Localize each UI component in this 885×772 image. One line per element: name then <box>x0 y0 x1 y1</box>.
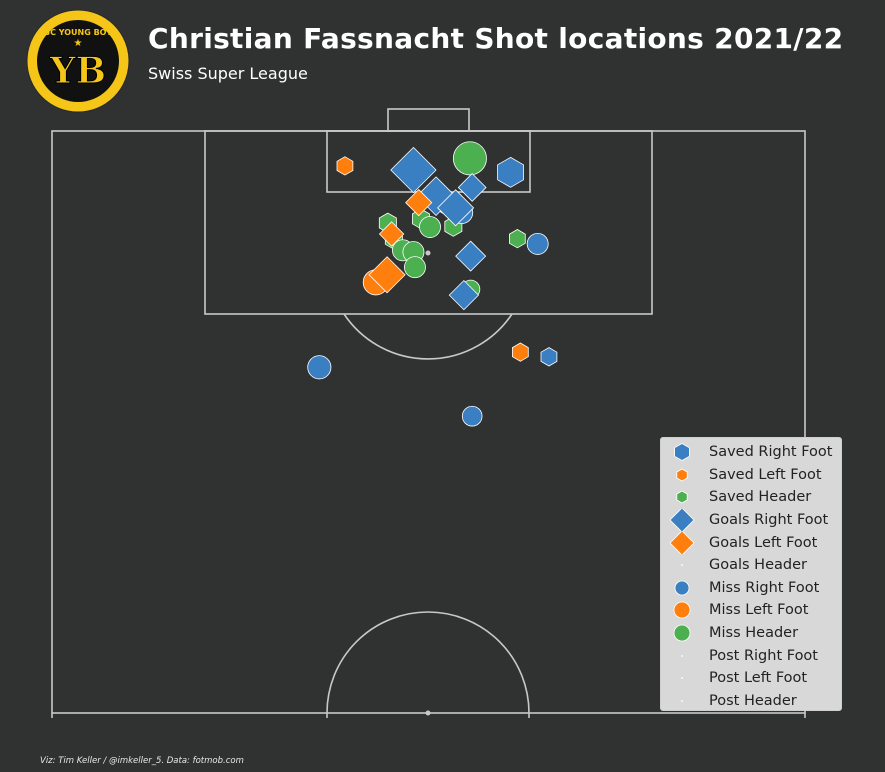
logo-monogram: YB <box>49 50 106 92</box>
shot-miss-header <box>404 256 426 279</box>
legend-marker <box>676 491 688 504</box>
legend-item: Saved Right Foot <box>661 441 841 464</box>
shot-goals-right-foot <box>455 240 487 272</box>
legend-label: Miss Right Foot <box>709 579 820 596</box>
shot-miss-header <box>419 216 441 238</box>
club-logo: BSC YOUNG BOYS ★ YB 1898 <box>26 9 130 113</box>
penalty-spot <box>425 250 431 256</box>
legend-marker-hexagon <box>674 443 690 462</box>
legend-label: Post Header <box>709 692 797 709</box>
legend-label: Saved Header <box>709 489 812 506</box>
six-yard-box <box>326 130 531 193</box>
shot-goals-right-foot <box>437 189 475 227</box>
legend-label: Miss Header <box>709 625 799 642</box>
legend-marker <box>669 531 695 554</box>
credit: Viz: Tim Keller / @imkeller_5. Data: fot… <box>40 756 244 766</box>
legend-label: Post Right Foot <box>709 647 818 664</box>
legend-marker-hexagon <box>676 491 688 504</box>
legend-marker-circle <box>674 580 690 596</box>
shot-goals-right-foot <box>448 279 480 311</box>
shot-goals-left-foot <box>368 256 406 294</box>
legend-marker-dot <box>681 654 683 657</box>
legend-marker-diamond <box>669 509 695 532</box>
legend-item: Goals Right Foot <box>661 509 841 532</box>
shot-saved-right-foot <box>497 156 524 188</box>
legend-marker <box>669 509 695 532</box>
shots-layer <box>307 141 558 427</box>
logo-inner-disc <box>37 20 119 102</box>
legend-marker <box>676 468 688 482</box>
legend-label: Goals Left Foot <box>709 534 818 551</box>
legend-label: Saved Right Foot <box>709 444 833 461</box>
legend-label: Goals Right Foot <box>709 512 829 529</box>
legend-label: Post Left Foot <box>709 670 808 687</box>
legend-label: Saved Left Foot <box>709 466 822 483</box>
legend-marker <box>681 654 683 657</box>
legend-item: Miss Right Foot <box>661 577 841 600</box>
legend-item: Post Left Foot <box>661 667 841 690</box>
legend-item: Post Right Foot <box>661 644 841 667</box>
legend-label: Goals Header <box>709 557 807 574</box>
legend-label: Miss Left Foot <box>709 602 809 619</box>
legend-item: Saved Header <box>661 486 841 509</box>
legend-marker-dot <box>681 564 683 567</box>
legend-marker <box>674 580 690 596</box>
shot-saved-left-foot <box>512 342 529 362</box>
legend-marker-diamond <box>669 531 695 554</box>
shot-miss-right-foot <box>461 405 483 427</box>
shot-miss-header <box>452 141 487 176</box>
shot-saved-left-foot <box>336 156 354 176</box>
shot-goals-left-foot <box>378 221 405 247</box>
legend-marker <box>674 443 690 462</box>
legend-marker-circle <box>673 624 691 642</box>
legend-item: Miss Left Foot <box>661 599 841 622</box>
shot-goals-right-foot <box>390 146 437 194</box>
shot-goals-right-foot <box>457 173 487 202</box>
shot-miss-right-foot <box>307 355 332 380</box>
legend-item: Goals Left Foot <box>661 531 841 554</box>
centre-spot <box>425 710 431 716</box>
logo-star-icon: ★ <box>74 38 83 49</box>
legend-marker <box>681 677 683 680</box>
legend: Saved Right Foot Saved Left Foot Saved Hea… <box>660 437 842 711</box>
logo-top-text: BSC YOUNG BOYS <box>38 28 118 37</box>
shot-saved-header <box>508 229 526 249</box>
shot-saved-right-foot <box>540 347 558 367</box>
legend-item: Goals Header <box>661 554 841 577</box>
legend-item: Post Header <box>661 690 841 713</box>
legend-marker <box>673 624 691 642</box>
chart-title: Christian Fassnacht Shot locations 2021/… <box>148 22 844 55</box>
chart-subtitle: Swiss Super League <box>148 64 308 83</box>
penalty-arc <box>343 313 513 360</box>
legend-item: Saved Left Foot <box>661 464 841 487</box>
legend-marker <box>681 564 683 567</box>
goal <box>387 108 470 132</box>
legend-marker <box>673 602 691 619</box>
logo-year: 1898 <box>68 95 88 103</box>
shot-goals-left-foot <box>405 188 433 217</box>
shot-miss-right-foot <box>526 232 549 255</box>
legend-marker-hexagon <box>676 468 688 482</box>
centre-circle <box>326 611 530 714</box>
legend-marker <box>681 699 683 702</box>
legend-marker-circle <box>673 602 691 619</box>
legend-marker-dot <box>681 699 683 702</box>
legend-marker-dot <box>681 677 683 680</box>
legend-item: Miss Header <box>661 622 841 645</box>
